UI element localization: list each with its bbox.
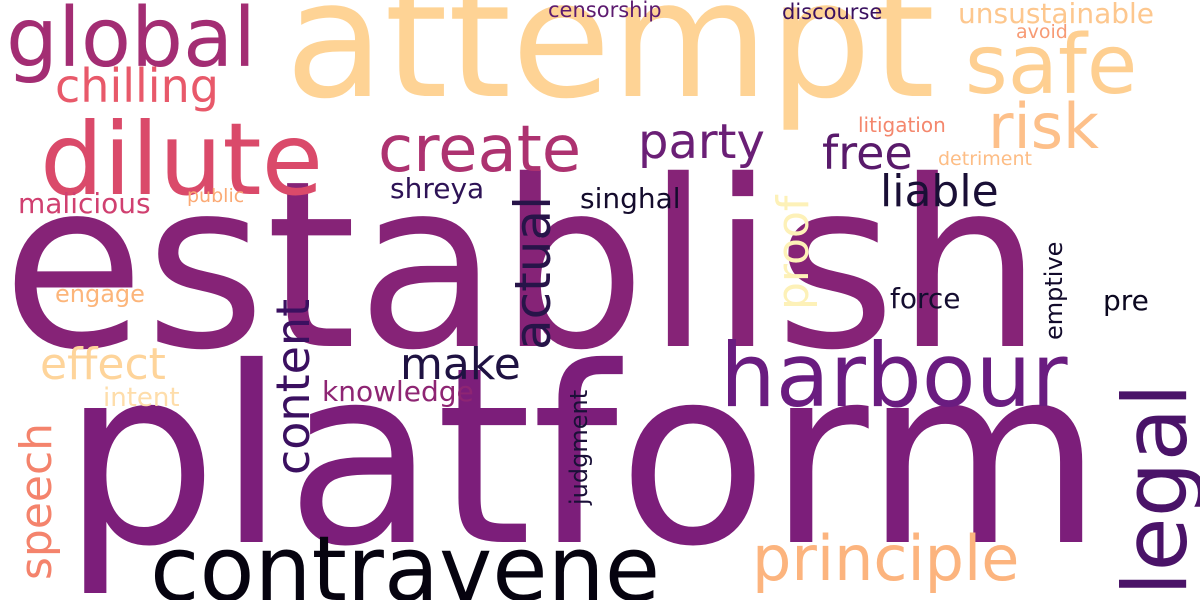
word-censorship: censorship [548,0,662,22]
word-proof: proof [768,195,819,310]
word-safe: safe [965,18,1138,113]
word-create: create [378,113,582,187]
word-make: make [400,339,521,390]
word-speech: speech [11,422,62,580]
word-legal: legal [1104,383,1200,596]
word-effect: effect [40,339,166,390]
word-discourse: discourse [782,0,883,24]
word-force: force [890,282,961,315]
word-public: public [187,185,245,207]
word-avoid: avoid [1016,21,1068,43]
word-attempt: attempt [285,0,936,135]
word-malicious: malicious [18,187,151,220]
word-singhal: singhal [580,182,681,215]
word-detriment: detriment [938,148,1032,170]
word-unsustainable: unsustainable [958,0,1155,30]
word-risk: risk [988,90,1099,163]
word-emptive: emptive [1040,241,1068,340]
word-free: free [822,126,913,180]
word-pre: pre [1103,284,1149,317]
word-establish: establish [2,131,1043,401]
word-dilute: dilute [40,101,324,218]
word-chilling: chilling [55,59,219,113]
word-liable: liable [880,166,999,217]
word-litigation: litigation [858,113,946,137]
word-actual: actual [504,196,562,350]
word-content: content [266,298,320,475]
word-harbour: harbour [720,324,1068,427]
word-global: global [6,0,257,86]
word-judgment: judgment [565,389,593,505]
word-knowledge: knowledge [322,375,474,408]
word-platform: platform [62,315,1104,600]
word-engage: engage [55,280,145,308]
word-shreya: shreya [390,172,485,205]
word-principle: principle [752,522,1020,595]
word-intent: intent [103,383,180,413]
word-contravene: contravene [150,517,661,600]
word-party: party [638,114,765,170]
